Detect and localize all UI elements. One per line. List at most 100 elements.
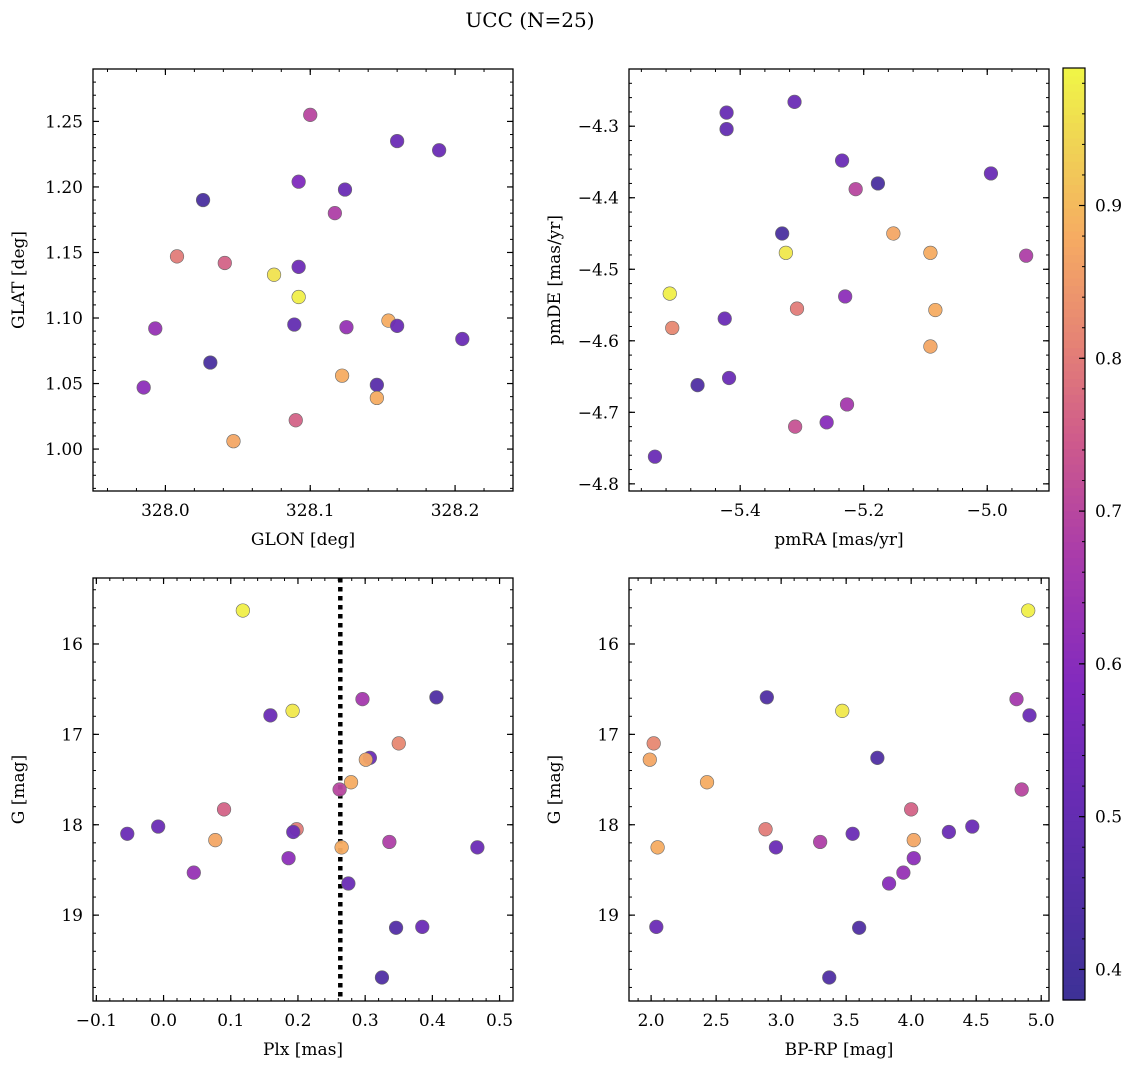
scatter-point (217, 255, 232, 271)
scatter-point (291, 289, 306, 305)
y-tick-label: 1.20 (45, 178, 83, 198)
colorbar-segment (1063, 378, 1085, 388)
scatter-point (870, 176, 886, 191)
colorbar-segment (1063, 68, 1085, 77)
scatter-point (1014, 782, 1029, 797)
colorbar-segment (1063, 339, 1085, 349)
colorbar-tick-label: 0.8 (1095, 349, 1122, 369)
colorbar-segment (1063, 394, 1085, 403)
colorbar-segment (1063, 277, 1085, 287)
colorbar-segment (1063, 728, 1085, 737)
colorbar-segment (1063, 829, 1085, 838)
scatter-point (775, 226, 790, 241)
colorbar-segment (1063, 572, 1085, 582)
y-tick-label: 1.05 (45, 375, 83, 395)
colorbar-segment (1063, 650, 1085, 659)
scatter-point (852, 920, 867, 935)
scatter-point (1022, 708, 1037, 723)
colorbar-segment (1063, 945, 1085, 954)
x-tick-label: 0.1 (217, 1011, 244, 1031)
scatter-point (374, 970, 390, 985)
scatter-point (787, 94, 802, 110)
scatter-point (906, 833, 921, 848)
colorbar-segment (1063, 968, 1085, 978)
scatter-point (965, 819, 980, 834)
colorbar-segment (1063, 914, 1085, 923)
scatter-point (216, 802, 232, 817)
x-tick-label: −5.4 (720, 501, 761, 521)
scatter-point (886, 226, 901, 241)
colorbar-segment (1063, 83, 1085, 92)
scatter-point (906, 851, 921, 866)
colorbar-segment (1063, 487, 1085, 496)
scatter-point (332, 782, 347, 797)
colorbar-segment (1063, 409, 1085, 419)
x-tick-label: 2.0 (638, 1011, 665, 1031)
y-tick-label: 16 (597, 635, 619, 655)
scatter-point (136, 380, 151, 395)
colorbar: 0.4 0.5 0.6 0.7 0.8 0.9 (1062, 67, 1122, 1001)
scatter-point (848, 182, 863, 197)
colorbar-segment (1063, 518, 1085, 527)
colorbar-segment (1063, 215, 1085, 224)
x-tick-label: 4.5 (963, 1011, 990, 1031)
axes-frame (628, 577, 1050, 1002)
colorbar-segment (1063, 805, 1085, 815)
scatter-point (1021, 603, 1036, 618)
colorbar-segment (1063, 875, 1085, 885)
colorbar-segment (1063, 634, 1085, 644)
y-tick-label: 18 (61, 816, 83, 836)
x-tick-label: 0.5 (486, 1011, 513, 1031)
colorbar-segment (1063, 502, 1085, 512)
scatter-panels: 328.0 328.1 328.2 1.00 1.05 1.10 1.15 1.20 1.25 G… (9, 68, 1055, 1060)
scatter-point (369, 390, 384, 406)
x-axis-label: BP-RP [mag] (785, 1040, 894, 1060)
colorbar-segment (1063, 231, 1085, 240)
scatter-point (120, 826, 135, 841)
scatter-point (690, 378, 705, 393)
scatter-point (388, 920, 404, 935)
y-axis-label: GLAT [deg] (9, 231, 29, 329)
colorbar-segment (1063, 479, 1085, 488)
x-tick-label: 0.4 (419, 1011, 446, 1031)
y-tick-label: −4.4 (578, 189, 619, 209)
colorbar-segment (1063, 922, 1085, 931)
colorbar-segment (1063, 495, 1085, 504)
scatter-point (835, 703, 850, 718)
colorbar-segment (1063, 844, 1085, 854)
colorbar-segment (1063, 937, 1085, 947)
colorbar-segment (1063, 448, 1085, 457)
colorbar-segment (1063, 557, 1085, 566)
scatter-point (813, 834, 828, 850)
axes-frame (628, 68, 1050, 492)
colorbar-segment (1063, 673, 1085, 683)
scatter-point (339, 320, 354, 335)
scatter-point (758, 822, 773, 837)
colorbar-segment (1063, 137, 1085, 147)
colorbar-segment (1063, 611, 1085, 621)
scatter-point (699, 775, 715, 790)
x-tick-label: 328.0 (141, 501, 190, 521)
colorbar-segment (1063, 961, 1085, 970)
colorbar-segment (1063, 153, 1085, 162)
colorbar-segment (1063, 200, 1085, 209)
colorbar-segment (1063, 619, 1085, 628)
scatter-point (665, 320, 680, 336)
figure-title: UCC (N=25) (465, 8, 594, 32)
colorbar-segment (1063, 534, 1085, 543)
colorbar-segment (1063, 891, 1085, 900)
colorbar-tick-label: 0.6 (1095, 655, 1122, 675)
colorbar-segment (1063, 145, 1085, 155)
colorbar-segment (1063, 370, 1085, 380)
colorbar-segment (1063, 658, 1085, 667)
scatter-point (642, 752, 657, 767)
x-axis-label: GLON [deg] (251, 530, 355, 550)
panel-2: −5.4 −5.2 −5.0 −4.8 −4.7 −4.6 −4.5 −4.4 −4.3 pmRA… (545, 68, 1050, 550)
colorbar-segment (1063, 852, 1085, 861)
colorbar-segment (1063, 262, 1085, 271)
scatter-point (759, 690, 774, 705)
colorbar-segment (1063, 91, 1085, 100)
y-tick-label: 17 (597, 725, 619, 745)
scatter-point (662, 286, 677, 301)
